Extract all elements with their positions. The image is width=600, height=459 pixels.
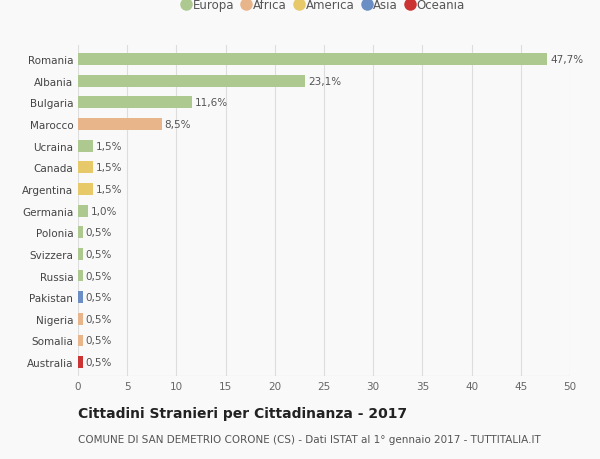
- Text: 0,5%: 0,5%: [86, 292, 112, 302]
- Text: 0,5%: 0,5%: [86, 314, 112, 324]
- Text: 0,5%: 0,5%: [86, 336, 112, 346]
- Text: 0,5%: 0,5%: [86, 228, 112, 238]
- Bar: [78, 291, 83, 303]
- Bar: [78, 184, 93, 196]
- Bar: [78, 140, 93, 152]
- Legend: Europa, Africa, America, Asia, Oceania: Europa, Africa, America, Asia, Oceania: [183, 0, 465, 12]
- Text: 1,5%: 1,5%: [96, 163, 122, 173]
- Bar: [78, 162, 93, 174]
- Bar: [78, 119, 161, 131]
- Text: 47,7%: 47,7%: [550, 55, 583, 65]
- Text: 23,1%: 23,1%: [308, 77, 341, 87]
- Bar: [78, 76, 305, 88]
- Text: 0,5%: 0,5%: [86, 358, 112, 367]
- Bar: [78, 313, 83, 325]
- Bar: [78, 248, 83, 260]
- Text: 1,0%: 1,0%: [91, 206, 117, 216]
- Text: 0,5%: 0,5%: [86, 249, 112, 259]
- Text: 8,5%: 8,5%: [164, 120, 191, 130]
- Bar: [78, 205, 88, 217]
- Bar: [78, 335, 83, 347]
- Bar: [78, 270, 83, 282]
- Text: 1,5%: 1,5%: [96, 141, 122, 151]
- Bar: [78, 54, 547, 66]
- Bar: [78, 97, 192, 109]
- Bar: [78, 227, 83, 239]
- Bar: [78, 356, 83, 368]
- Text: COMUNE DI SAN DEMETRIO CORONE (CS) - Dati ISTAT al 1° gennaio 2017 - TUTTITALIA.: COMUNE DI SAN DEMETRIO CORONE (CS) - Dat…: [78, 434, 541, 444]
- Text: 11,6%: 11,6%: [195, 98, 228, 108]
- Text: 1,5%: 1,5%: [96, 185, 122, 195]
- Text: 0,5%: 0,5%: [86, 271, 112, 281]
- Text: Cittadini Stranieri per Cittadinanza - 2017: Cittadini Stranieri per Cittadinanza - 2…: [78, 406, 407, 420]
